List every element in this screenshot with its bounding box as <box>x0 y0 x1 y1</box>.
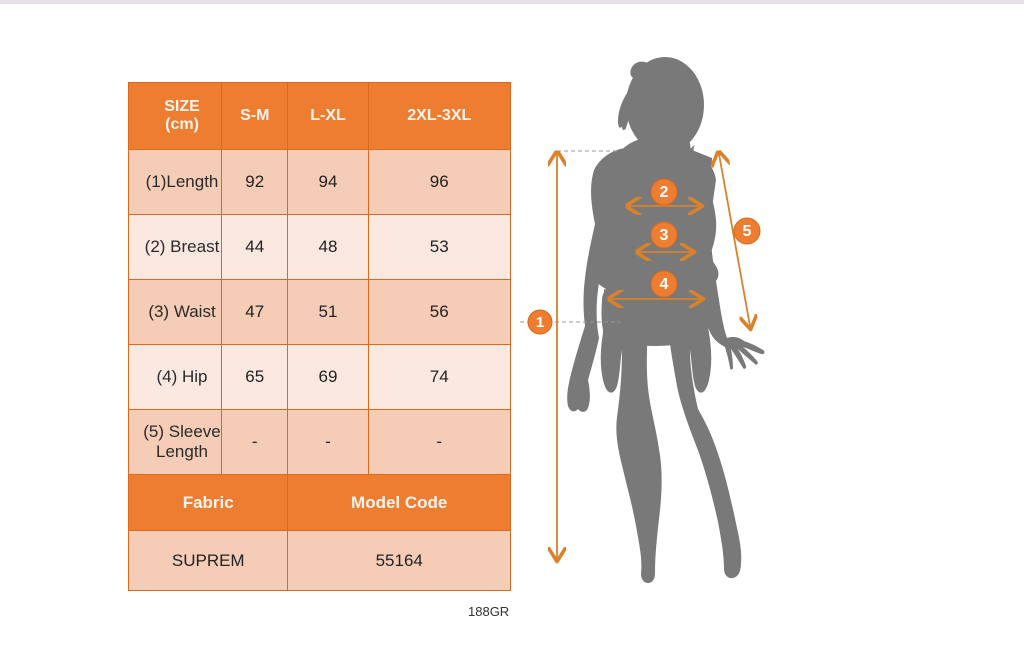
svg-text:4: 4 <box>660 276 669 293</box>
svg-text:3: 3 <box>660 227 669 244</box>
svg-text:2: 2 <box>660 184 669 201</box>
svg-text:1: 1 <box>536 314 544 331</box>
svg-text:5: 5 <box>743 223 752 240</box>
